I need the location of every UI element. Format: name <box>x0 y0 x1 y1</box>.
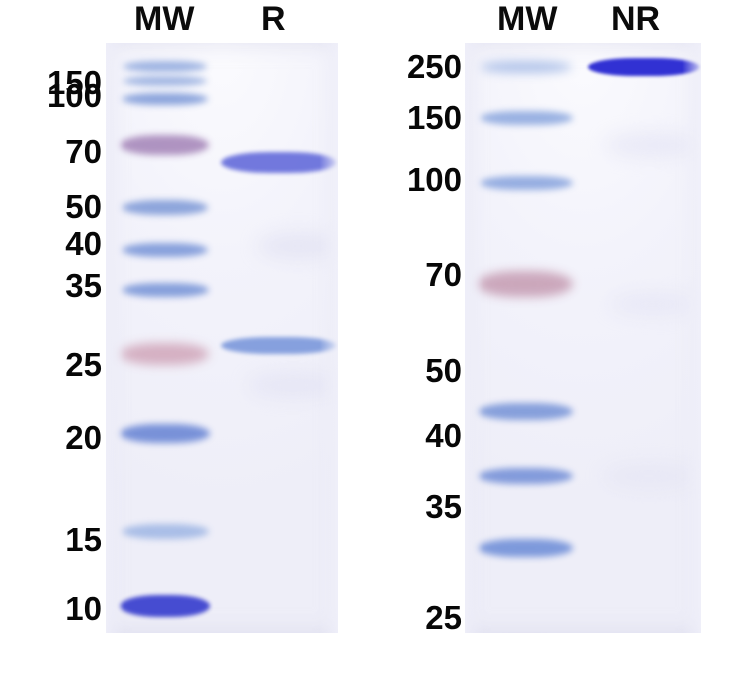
ladder-band-70 <box>477 271 573 297</box>
left-mw-label-100: 100 <box>46 77 102 114</box>
right-mw-label-40: 40 <box>425 417 462 454</box>
right-mw-label-35: 35 <box>425 488 462 525</box>
ladder-band-25 <box>120 343 209 365</box>
ladder-band-50 <box>122 200 208 215</box>
left-gel-lane-mw <box>106 43 218 633</box>
right-mw-label-250: 250 <box>406 48 462 85</box>
right-mw-label-25: 25 <box>425 599 462 636</box>
ladder-band-40 <box>122 243 208 257</box>
ladder-band-100 <box>480 176 573 190</box>
right-gel-lane-nr <box>585 43 701 633</box>
left-mw-label-25: 25 <box>65 346 102 383</box>
left-mw-label-150: 150 <box>46 64 102 101</box>
sample-band-nr-250 <box>588 58 700 76</box>
right-gel-panel <box>465 43 701 633</box>
ladder-band-120 <box>123 76 207 86</box>
left-mw-label-50: 50 <box>65 188 102 225</box>
left-mw-label-10: 10 <box>65 590 102 627</box>
ladder-band-250 <box>480 61 572 73</box>
ladder-band-35 <box>478 539 573 557</box>
ladder-band-20 <box>120 424 210 443</box>
lane-haze <box>258 233 338 259</box>
right-panel-sample-header: NR <box>611 0 661 38</box>
ladder-band-35 <box>122 283 209 297</box>
lane-haze <box>605 133 695 157</box>
left-mw-label-20: 20 <box>65 419 102 456</box>
lane-haze <box>248 373 338 397</box>
ladder-band-10 <box>120 595 210 617</box>
right-mw-label-100: 100 <box>406 161 462 198</box>
right-mw-label-70: 70 <box>425 256 462 293</box>
ladder-band-150 <box>123 61 207 72</box>
lane-haze <box>603 463 695 489</box>
ladder-band-100 <box>122 93 208 105</box>
left-panel-ladder-header: MW <box>134 0 195 38</box>
right-mw-label-50: 50 <box>425 352 462 389</box>
sample-band-r-60 <box>221 152 337 173</box>
left-mw-label-40: 40 <box>65 225 102 262</box>
left-panel-sample-header: R <box>261 0 286 38</box>
ladder-band-150 <box>480 111 573 125</box>
sample-band-r-26 <box>221 337 337 354</box>
left-mw-label-70: 70 <box>65 133 102 170</box>
ladder-band-15 <box>122 524 209 539</box>
left-gel-panel <box>106 43 338 633</box>
left-gel-lane-r <box>218 43 338 633</box>
ladder-band-40 <box>478 468 573 484</box>
ladder-band-70 <box>120 135 209 155</box>
right-gel-lane-mw <box>465 43 585 633</box>
lane-haze <box>610 293 695 315</box>
ladder-band-50 <box>478 403 573 420</box>
left-mw-label-35: 35 <box>65 267 102 304</box>
right-panel-ladder-header: MW <box>497 0 558 38</box>
right-mw-label-150: 150 <box>406 99 462 136</box>
left-mw-label-15: 15 <box>65 521 102 558</box>
